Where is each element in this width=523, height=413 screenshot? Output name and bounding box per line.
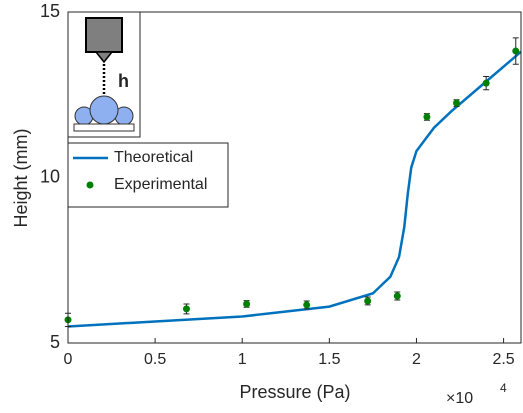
inset-label: h [118,71,129,91]
x-tick-label: 2 [412,351,421,368]
x-multiplier: ×10 [446,390,473,407]
x-tick-label: 1.5 [318,351,340,368]
legend-box [67,142,229,208]
legend: Theoretical Experimental [67,142,229,208]
x-axis-label: Pressure (Pa) [239,382,350,402]
x-tick-label: 2.5 [492,351,514,368]
data-point [303,301,311,309]
data-point [393,292,401,300]
nozzle [85,17,123,53]
data-point [423,113,431,121]
data-point [364,297,372,305]
x-tick-label: 0.5 [144,351,166,368]
y-axis-label: Height (mm) [11,128,31,227]
x-tick-label: 0 [64,351,73,368]
y-tick-label: 10 [40,166,60,186]
data-point [482,79,490,87]
data-point [512,47,520,55]
legend-swatch [86,181,94,189]
particle [89,95,119,125]
x-exponent: 4 [500,381,507,395]
data-point [243,300,251,308]
legend-label: Theoretical [114,149,193,166]
data-point [182,305,190,313]
substrate [73,123,135,132]
theory-line [67,50,522,328]
y-tick-label: 5 [50,332,60,352]
inset: h [67,11,141,138]
legend-label: Experimental [114,176,207,193]
x-tick-label: 1 [238,351,247,368]
nozzle-tip [94,51,114,64]
y-tick-label: 15 [40,1,60,21]
data-point [453,99,461,107]
